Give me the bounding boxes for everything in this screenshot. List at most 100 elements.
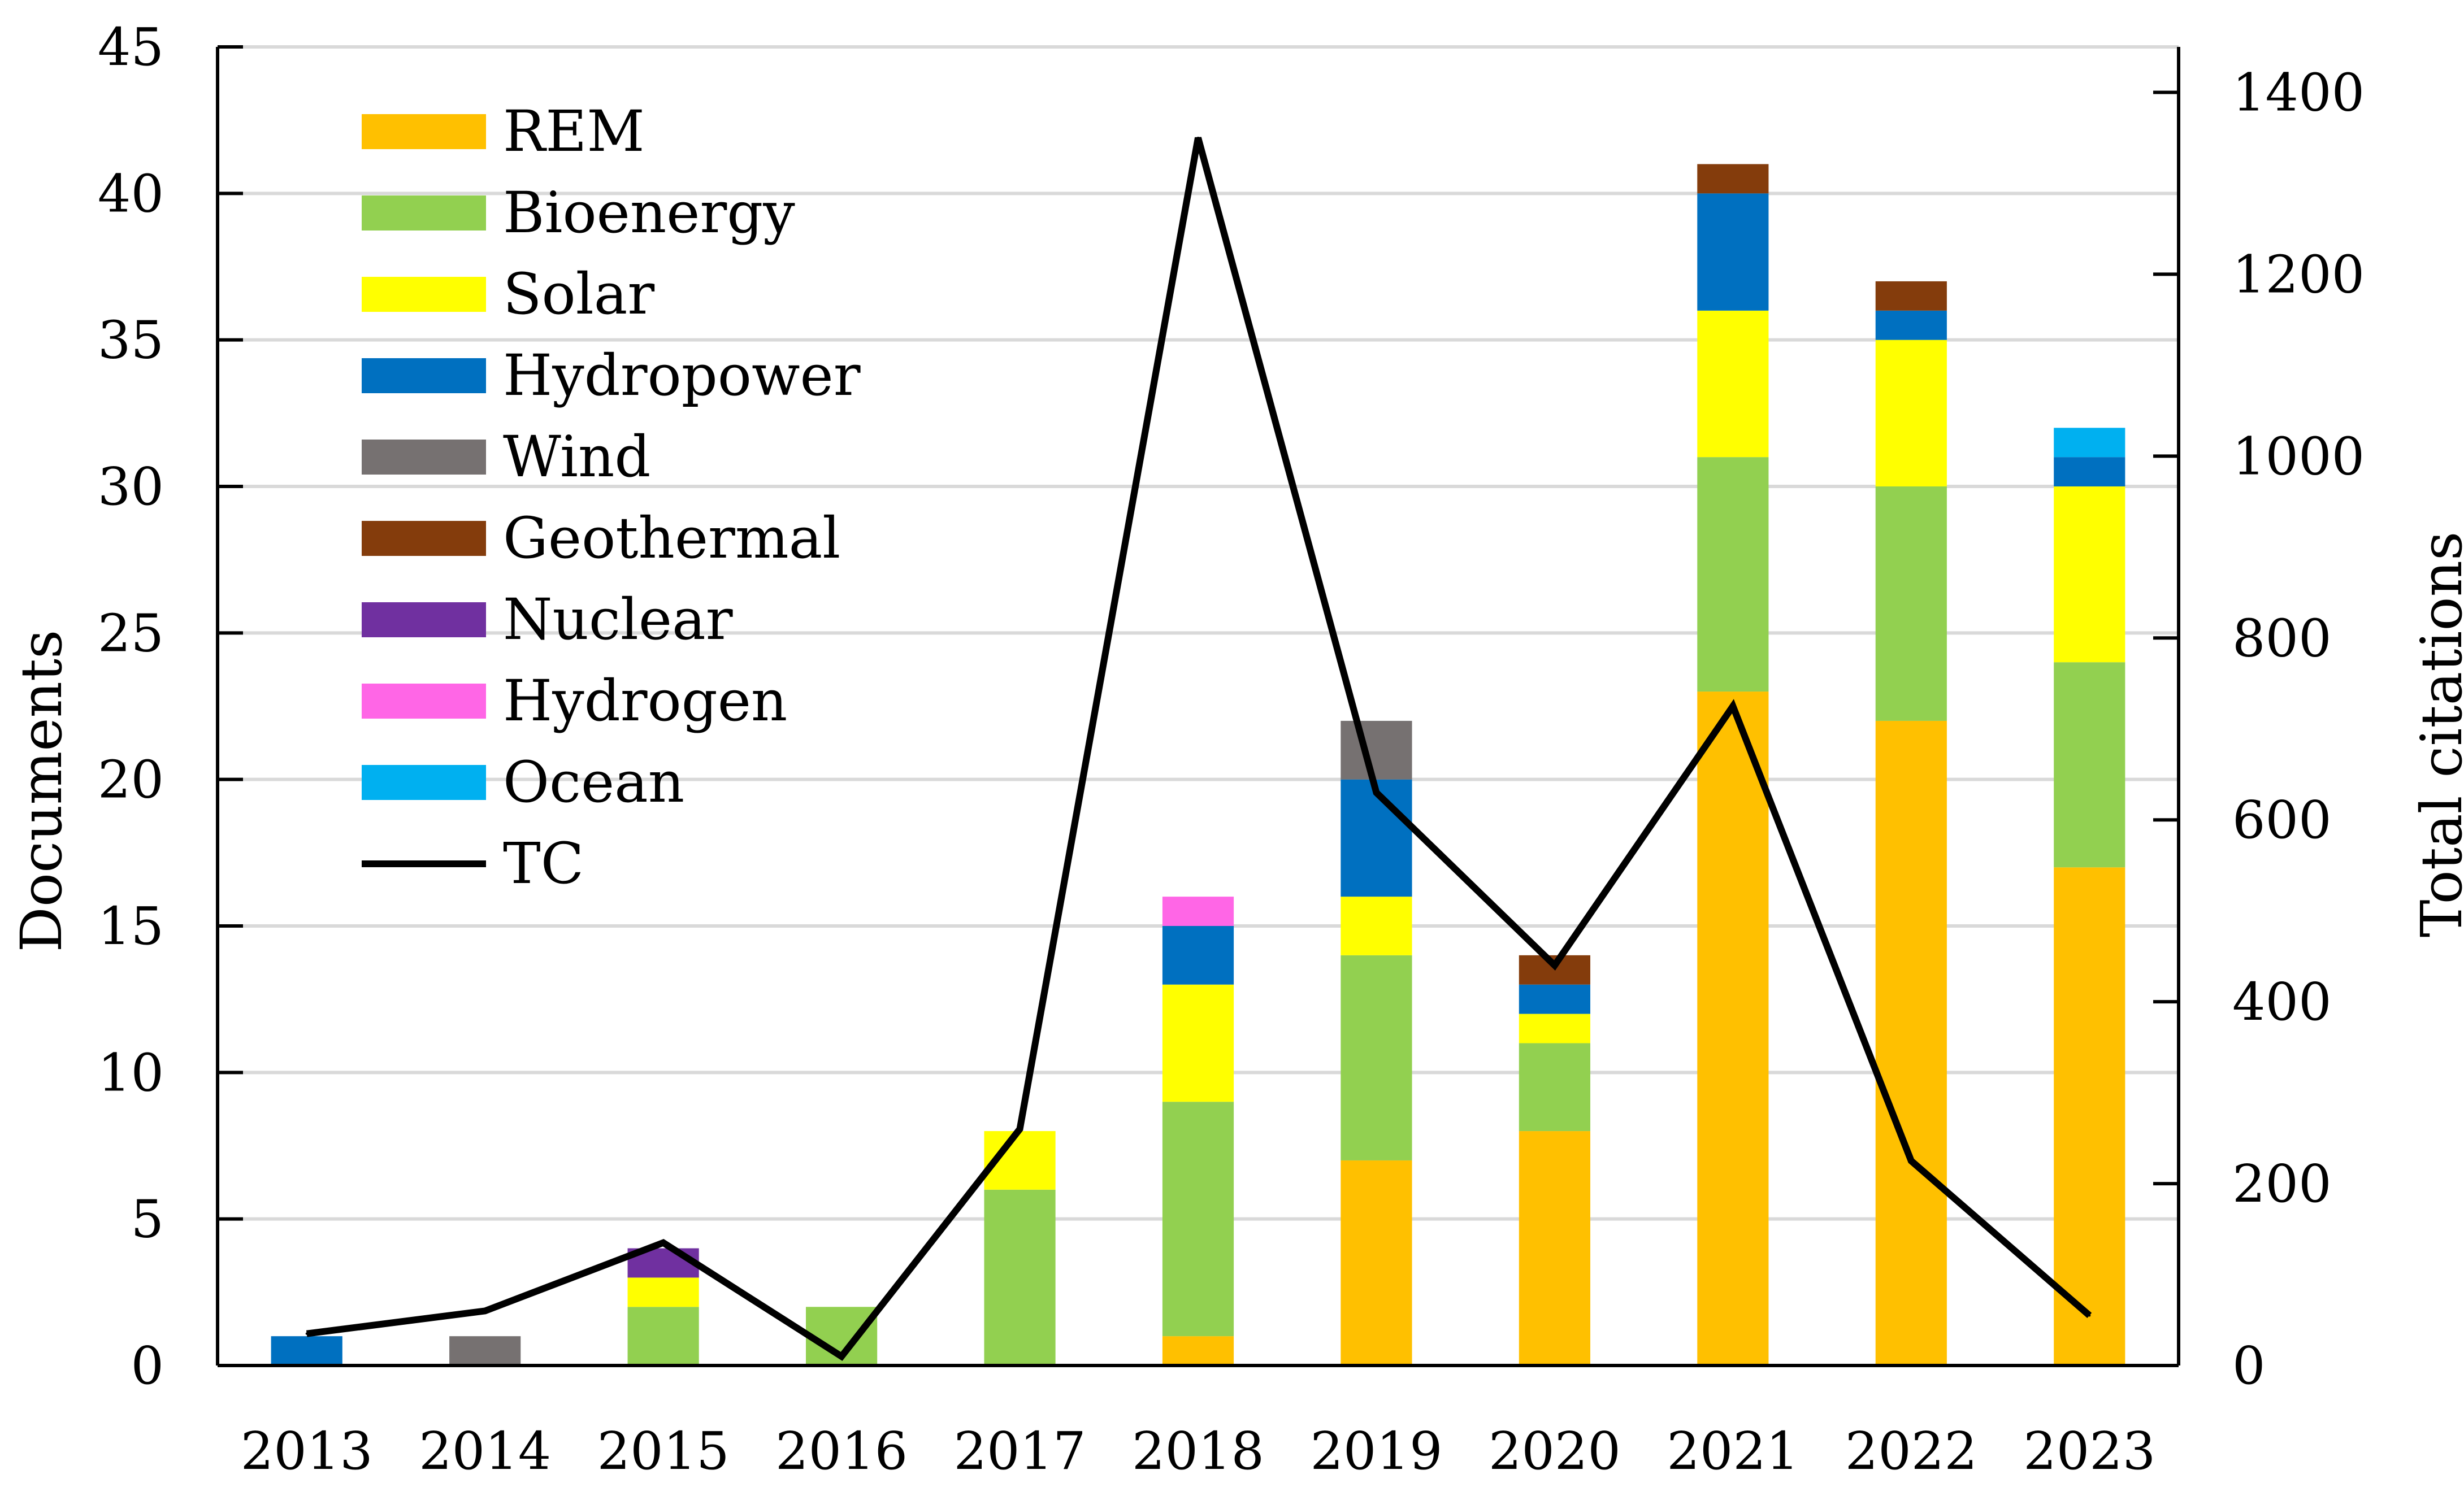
legend-swatch-hydropower	[362, 358, 486, 393]
bar-solar-2023	[2054, 486, 2125, 663]
tc-point-2022	[1910, 1159, 1912, 1162]
bar-ocean-2023	[2054, 428, 2125, 458]
y2-tick-label-1000: 1000	[2232, 426, 2365, 486]
y2-tick-label-600: 600	[2232, 790, 2332, 850]
x-tick-label-2015: 2015	[597, 1421, 730, 1481]
bar-wind-2019	[1341, 720, 1412, 780]
bar-bioenergy-2023	[2054, 662, 2125, 868]
bar-segments	[271, 164, 2125, 1365]
bar-rem-2021	[1697, 692, 1769, 1365]
y-tick-label-25: 25	[98, 603, 164, 663]
bar-hydropower-2013	[271, 1336, 342, 1365]
x-tick-label-2016: 2016	[775, 1421, 908, 1481]
x-tick-label-2014: 2014	[419, 1421, 551, 1481]
legend-label-hydrogen: Hydrogen	[503, 668, 787, 734]
legend: REM Bioenergy Solar Hydropower Wind Geotherma…	[362, 98, 861, 897]
legend-label-rem: REM	[503, 98, 645, 164]
bar-rem-2020	[1519, 1131, 1590, 1365]
y-tick-label-10: 10	[98, 1042, 164, 1103]
bar-hydropower-2021	[1697, 193, 1769, 311]
bar-solar-2020	[1519, 1014, 1590, 1043]
bar-geothermal-2022	[1875, 281, 1947, 311]
legend-label-nuclear: Nuclear	[503, 586, 733, 653]
x-tick-label-2018: 2018	[1132, 1421, 1264, 1481]
y-tick-label-35: 35	[98, 310, 164, 371]
legend-swatch-ocean	[362, 765, 486, 800]
legend-label-wind: Wind	[503, 424, 650, 490]
y2-tick-label-0: 0	[2232, 1336, 2266, 1396]
y2-tick-label-400: 400	[2232, 972, 2332, 1032]
bar-solar-2022	[1875, 340, 1947, 486]
bar-hydropower-2018	[1162, 926, 1234, 985]
y-tick-label-15: 15	[98, 896, 164, 956]
bar-wind-2014	[449, 1336, 521, 1365]
tc-point-2018	[1197, 136, 1199, 139]
bar-solar-2021	[1697, 310, 1769, 458]
bar-solar-2018	[1162, 984, 1234, 1102]
bar-rem-2023	[2054, 867, 2125, 1365]
tc-point-2016	[840, 1355, 843, 1358]
bar-bioenergy-2022	[1875, 486, 1947, 721]
legend-swatch-nuclear	[362, 602, 486, 637]
legend-label-tc: TC	[503, 830, 584, 897]
bar-bioenergy-2018	[1162, 1102, 1234, 1337]
bar-rem-2018	[1162, 1336, 1234, 1365]
bar-hydrogen-2018	[1162, 897, 1234, 926]
legend-swatch-rem	[362, 114, 486, 149]
y-tick-label-20: 20	[98, 750, 164, 810]
y-tick-label-5: 5	[131, 1189, 164, 1250]
x-tick-label-2013: 2013	[241, 1421, 373, 1481]
y2-tick-label-1400: 1400	[2232, 62, 2365, 123]
tc-point-2023	[2088, 1314, 2091, 1317]
y-tick-label-30: 30	[98, 456, 164, 517]
legend-label-solar: Solar	[503, 261, 654, 327]
x-tick-label-2021: 2021	[1667, 1421, 1799, 1481]
bar-rem-2022	[1875, 720, 1947, 1365]
legend-swatch-wind	[362, 440, 486, 475]
bar-bioenergy-2020	[1519, 1043, 1590, 1132]
bar-hydropower-2020	[1519, 984, 1590, 1014]
bar-bioenergy-2017	[984, 1189, 1056, 1365]
legend-label-bioenergy: Bioenergy	[503, 180, 795, 246]
legend-label-geothermal: Geothermal	[503, 505, 840, 571]
y-axis-title: Documents	[8, 630, 75, 953]
gridlines	[218, 45, 2179, 1221]
y2-tick-label-1200: 1200	[2232, 244, 2365, 305]
y2-tick-label-200: 200	[2232, 1154, 2332, 1214]
y-tick-label-0: 0	[131, 1336, 164, 1396]
y-tick-label-40: 40	[98, 163, 164, 224]
bar-rem-2019	[1341, 1160, 1412, 1365]
tc-line-layer	[305, 136, 2092, 1361]
bar-hydropower-2022	[1875, 310, 1947, 340]
x-tick-label-2022: 2022	[1845, 1421, 1977, 1481]
legend-swatch-hydrogen	[362, 684, 486, 719]
tc-point-2015	[662, 1241, 665, 1244]
bar-bioenergy-2015	[627, 1307, 699, 1365]
tc-point-2013	[305, 1332, 308, 1335]
legend-swatch-geothermal	[362, 521, 486, 556]
y-tick-label-45: 45	[98, 17, 164, 77]
y2-tick-label-800: 800	[2232, 608, 2332, 668]
legend-swatch-solar	[362, 277, 486, 312]
x-tick-label-2020: 2020	[1489, 1421, 1621, 1481]
legend-label-ocean: Ocean	[503, 749, 684, 815]
tc-point-2019	[1375, 791, 1378, 794]
bar-solar-2019	[1341, 897, 1412, 955]
tc-point-2017	[1018, 1128, 1021, 1130]
bar-bioenergy-2021	[1697, 457, 1769, 692]
y2-axis-title: Total citations	[2409, 532, 2464, 938]
x-tick-label-2019: 2019	[1310, 1421, 1442, 1481]
bar-solar-2015	[627, 1277, 699, 1307]
bar-geothermal-2021	[1697, 164, 1769, 194]
bar-hydropower-2023	[2054, 457, 2125, 486]
x-tick-label-2023: 2023	[2023, 1421, 2155, 1481]
tc-point-2020	[1553, 964, 1556, 967]
bar-hydropower-2019	[1341, 779, 1412, 897]
bar-bioenergy-2019	[1341, 955, 1412, 1160]
tc-point-2014	[484, 1310, 487, 1312]
tc-point-2021	[1732, 705, 1734, 707]
legend-label-hydropower: Hydropower	[503, 342, 861, 408]
axes: 0 5 10 15 20 25 30 35 40 45 0 200 400 600 800 1000 1200 1…	[98, 17, 2365, 1481]
x-tick-label-2017: 2017	[953, 1421, 1086, 1481]
